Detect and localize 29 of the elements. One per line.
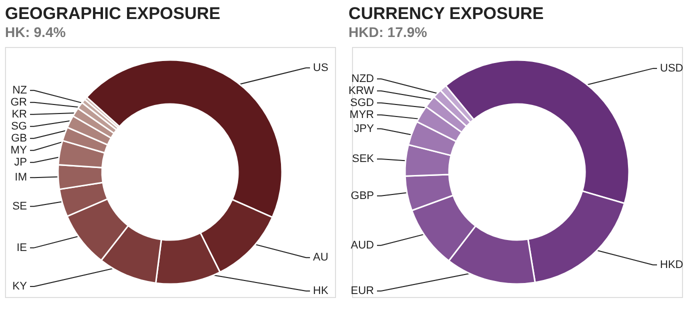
- slice-label: MY: [10, 144, 28, 156]
- slice-label: SE: [12, 200, 27, 212]
- slice-label: IE: [16, 242, 27, 254]
- slice-label: US: [313, 62, 328, 74]
- slice-label: JPY: [354, 122, 375, 135]
- chart-subtitle: HK: 9.4%: [5, 24, 66, 40]
- slice-label: HK: [313, 285, 329, 297]
- chart-title: CURRENCY EXPOSURE: [348, 4, 544, 23]
- slice-label: GB: [11, 132, 27, 144]
- slice-label: IM: [14, 172, 27, 184]
- slice-label: KR: [12, 108, 28, 120]
- slice-label: AU: [313, 252, 328, 264]
- slice-label: MYR: [350, 108, 374, 121]
- slice-label: SG: [11, 120, 27, 132]
- slice-label: JP: [14, 156, 27, 168]
- slice-label: GBP: [350, 190, 374, 202]
- slice-label: KY: [12, 280, 28, 292]
- slice-label: GR: [10, 96, 28, 108]
- slice-label: NZD: [351, 72, 374, 85]
- slice-label: EUR: [350, 285, 374, 297]
- slice-label: SGD: [350, 96, 374, 109]
- slice-label: SEK: [352, 153, 375, 166]
- slice-label: AUD: [350, 239, 374, 252]
- slice-label: USD: [660, 62, 684, 74]
- slice-label: KRW: [348, 84, 375, 97]
- chart-subtitle: HKD: 17.9%: [348, 24, 428, 40]
- chart-title: GEOGRAPHIC EXPOSURE: [5, 4, 220, 23]
- slice-label: HKD: [660, 258, 684, 271]
- slice-label: NZ: [12, 84, 28, 96]
